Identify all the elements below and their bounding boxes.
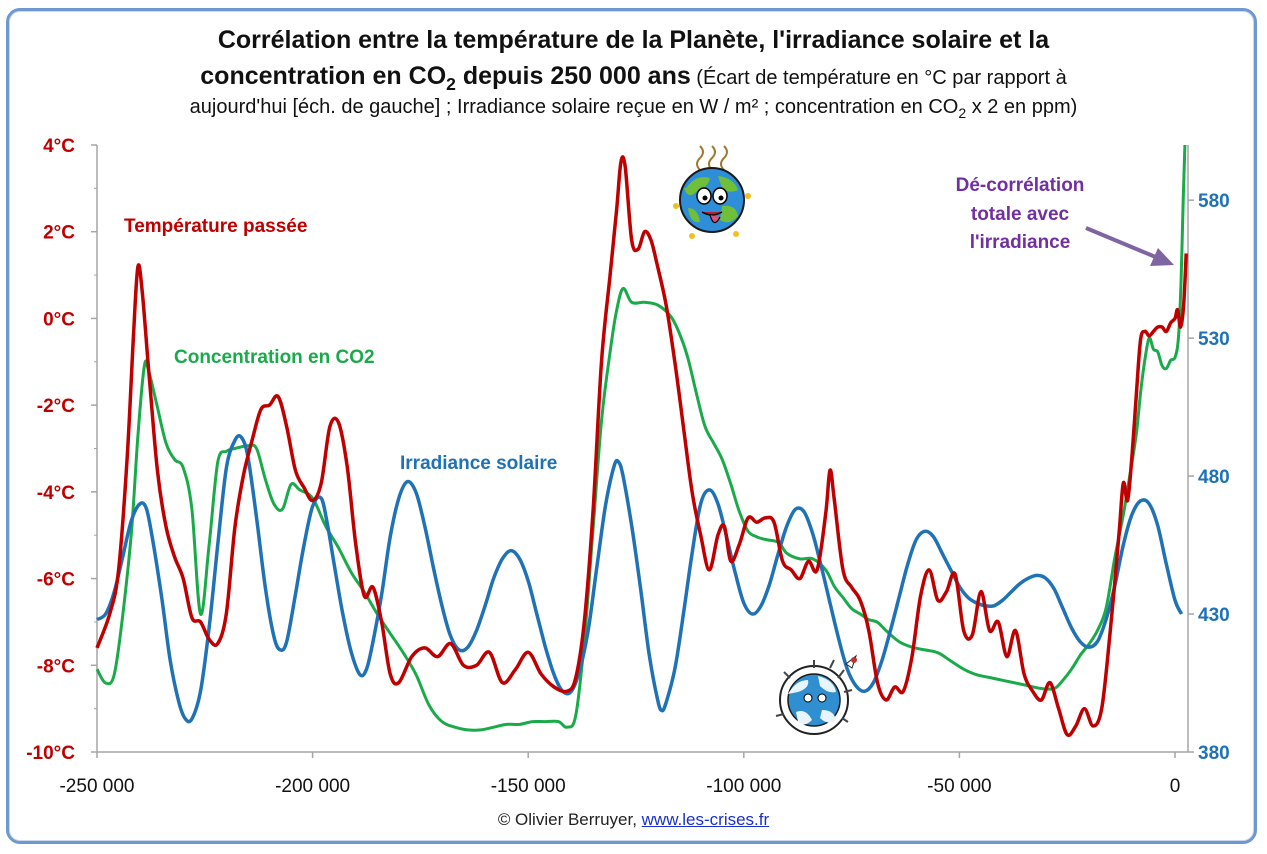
credit-text: © Olivier Berruyer, xyxy=(497,810,642,829)
label-irradiance: Irradiance solaire xyxy=(400,453,557,474)
title-period: depuis 250 000 ans xyxy=(455,62,691,90)
label-decorrelation-3: l'irradiance xyxy=(970,232,1071,253)
label-co2: Concentration en CO2 xyxy=(174,347,375,368)
y-right-tick-label: 430 xyxy=(1198,605,1230,626)
y-left-tick-label: 0°C xyxy=(43,309,75,330)
y-right-tick-label: 480 xyxy=(1198,467,1230,488)
y-left-tick-label: 2°C xyxy=(43,223,75,244)
credit-link[interactable]: www.les-crises.fr xyxy=(641,810,770,829)
y-left-tick-label: -6°C xyxy=(37,570,75,591)
label-temperature: Température passée xyxy=(124,216,307,237)
label-decorrelation-2: totale avec xyxy=(971,204,1070,225)
x-tick-label: -150 000 xyxy=(491,776,566,797)
y-left-tick-label: -8°C xyxy=(37,656,75,677)
x-tick-label: -200 000 xyxy=(275,776,350,797)
chart-frame xyxy=(6,8,1257,844)
series-line-temperature xyxy=(95,155,1188,738)
title-units-b: x 2 en ppm) xyxy=(966,96,1078,118)
y-left-tick-label: -2°C xyxy=(37,396,75,417)
y-right-tick-label: 530 xyxy=(1198,329,1230,350)
chart-title-line2: concentration en CO2 depuis 250 000 ans … xyxy=(40,62,1227,95)
x-tick-label: 0 xyxy=(1170,776,1181,797)
chart-title-line3: aujourd'hui [éch. de gauche] ; Irradianc… xyxy=(40,96,1227,121)
x-tick-label: -250 000 xyxy=(59,776,134,797)
y-left-tick-label: -10°C xyxy=(26,743,75,764)
arrow-icon xyxy=(1085,226,1174,266)
label-decorrelation-1: Dé-corrélation xyxy=(956,175,1085,196)
title-co2-part: concentration en CO xyxy=(200,62,447,90)
x-tick-label: -100 000 xyxy=(706,776,781,797)
credit: © Olivier Berruyer, www.les-crises.fr xyxy=(0,810,1267,830)
title-units-subscript: 2 xyxy=(958,105,967,121)
x-tick-label: -50 000 xyxy=(927,776,991,797)
y-left-tick-label: -4°C xyxy=(37,483,75,504)
series-line-irradiance xyxy=(95,434,1184,724)
hot-earth-icon xyxy=(673,145,751,239)
y-right-tick-label: 380 xyxy=(1198,743,1230,764)
y-left-tick-label: 4°C xyxy=(43,136,75,157)
title-note-start: (Écart de température en °C par rapport … xyxy=(690,67,1067,89)
frozen-earth-icon xyxy=(775,654,858,735)
title-units-a: aujourd'hui [éch. de gauche] ; Irradianc… xyxy=(189,96,959,118)
title-co2-subscript: 2 xyxy=(446,74,456,94)
chart-title-line1: Corrélation entre la température de la P… xyxy=(217,26,1050,54)
y-right-tick-label: 580 xyxy=(1198,191,1230,212)
